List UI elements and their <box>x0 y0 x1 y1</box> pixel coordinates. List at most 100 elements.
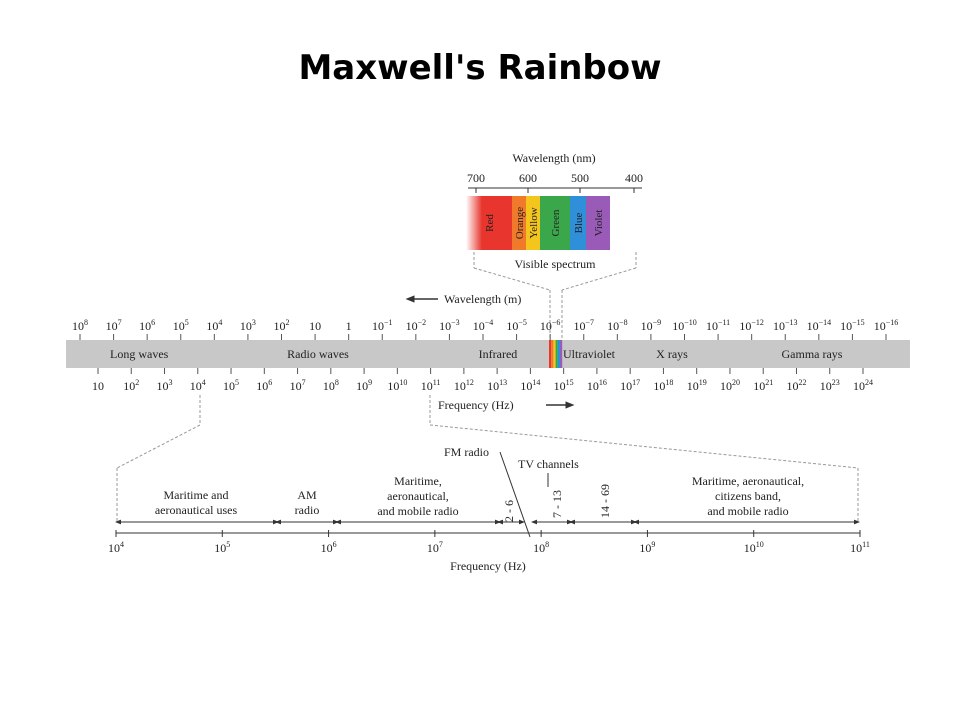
wavelength-tick-label: 10−3 <box>439 318 460 333</box>
wavelength-ticks: 108 107 106 105 104 103 102 10 1 10−1 10−2 10−3 10−4… <box>72 318 898 340</box>
visible-axis-label: Wavelength (nm) <box>512 151 595 165</box>
band-label: Yellow <box>528 207 540 238</box>
frequency-tick-label: 1022 <box>786 378 806 393</box>
fm-radio-label: FM radio <box>444 445 489 459</box>
sliver-band <box>551 340 554 368</box>
wavelength-tick-label: 108 <box>72 318 88 333</box>
band-label: Green <box>550 209 562 236</box>
maritime-aeronautical-text: Maritime and aeronautical uses <box>155 488 238 517</box>
wavelength-tick-label: 10−7 <box>573 318 594 333</box>
frequency-tick-label: 1014 <box>520 378 540 393</box>
frequency-tick-label: 1024 <box>853 378 873 393</box>
band-label: Red <box>484 214 496 232</box>
frequency-tick-label: 1010 <box>387 378 407 393</box>
svg-text:and mobile radio: and mobile radio <box>707 504 788 518</box>
wavelength-tick-label: 10−12 <box>739 318 764 333</box>
svg-text:and mobile radio: and mobile radio <box>377 504 458 518</box>
frequency-tick-label: 1020 <box>720 378 740 393</box>
tv-channels-label: TV channels <box>518 457 579 471</box>
frequency-label: Frequency (Hz) <box>438 398 514 412</box>
wavelength-tick-label: 10−10 <box>672 318 697 333</box>
frequency-tick-label: 104 <box>190 378 206 393</box>
radio-frequency-ticks: 104 105 106 107 108 109 1010 1011 <box>108 530 870 555</box>
frequency-tick-label: 105 <box>223 378 239 393</box>
wavelength-tick-label: 10−2 <box>406 318 427 333</box>
sliver-band <box>560 340 563 368</box>
sliver-band <box>553 340 556 368</box>
visible-ticks: 700 600 500 400 <box>467 171 643 193</box>
frequency-tick-label: 1021 <box>753 378 773 393</box>
spectrum-bar <box>66 340 910 368</box>
wavelength-tick-label: 10−14 <box>807 318 832 333</box>
visible-sliver <box>549 340 563 368</box>
sliver-band <box>549 340 552 368</box>
channels-7-13: 7 - 13 <box>550 490 564 518</box>
radio-tick-label: 1011 <box>850 540 870 555</box>
band-orange <box>512 196 526 250</box>
frequency-tick-label: 107 <box>290 378 306 393</box>
band-blue <box>570 196 586 250</box>
visible-spectrum-caption: Visible spectrum <box>515 257 597 271</box>
frequency-tick-label: 1016 <box>587 378 607 393</box>
wavelength-tick-label: 10−6 <box>540 318 561 333</box>
radio-tick-label: 104 <box>108 540 124 555</box>
band-label: Orange <box>514 207 526 239</box>
frequency-tick-label: 1017 <box>620 378 640 393</box>
frequency-tick-label: 103 <box>157 378 173 393</box>
wavelength-tick-label: 105 <box>173 318 189 333</box>
wavelength-tick-label: 10−13 <box>773 318 798 333</box>
radio-tick-label: 107 <box>427 540 443 555</box>
em-spectrum: Wavelength (m) 108 107 106 105 104 103 102 10 1 1… <box>66 292 910 412</box>
wavelength-tick-label: 10 <box>309 319 321 333</box>
wavelength-tick-label: 10−15 <box>840 318 865 333</box>
frequency-tick-label: 1019 <box>687 378 707 393</box>
wavelength-tick-label: 10−1 <box>372 318 393 333</box>
wavelength-tick-label: 1 <box>346 319 352 333</box>
wavelength-label: Wavelength (m) <box>444 292 521 306</box>
frequency-tick-label: 109 <box>356 378 372 393</box>
region-radio-waves: Radio waves <box>287 347 349 361</box>
band-yellow <box>526 196 540 250</box>
visible-tick-label: 700 <box>467 171 485 185</box>
band-violet <box>586 196 610 250</box>
svg-text:aeronautical,: aeronautical, <box>387 489 449 503</box>
wavelength-tick-label: 106 <box>139 318 155 333</box>
visible-tick-label: 600 <box>519 171 537 185</box>
radio-tick-label: 105 <box>214 540 230 555</box>
svg-text:aeronautical uses: aeronautical uses <box>155 503 238 517</box>
wavelength-tick-label: 10−11 <box>706 318 730 333</box>
frequency-ticks: 10 102 103 104 105 106 107 108 109 1010 1011 1012 10… <box>92 368 873 393</box>
wavelength-tick-label: 10−16 <box>874 318 899 333</box>
visible-bands: Red Orange Yellow Green Blue Violet <box>466 196 610 250</box>
wavelength-tick-label: 10−4 <box>473 318 494 333</box>
page-title: Maxwell's Rainbow <box>298 48 662 88</box>
frequency-tick-label: 1012 <box>454 378 474 393</box>
frequency-tick-label: 10 <box>92 379 104 393</box>
svg-text:radio: radio <box>295 503 320 517</box>
am-radio-text: AM radio <box>295 488 320 517</box>
frequency-tick-label: 1018 <box>653 378 673 393</box>
frequency-tick-label: 1015 <box>554 378 574 393</box>
region-infrared: Infrared <box>479 347 518 361</box>
frequency-tick-label: 108 <box>323 378 339 393</box>
wavelength-tick-label: 104 <box>206 318 222 333</box>
band-label: Blue <box>573 212 585 233</box>
radio-tick-label: 109 <box>639 540 655 555</box>
channels-2-6: 2 - 6 <box>502 500 516 522</box>
wavelength-tick-label: 10−8 <box>607 318 628 333</box>
band-green <box>540 196 570 250</box>
frequency-tick-label: 1023 <box>820 378 840 393</box>
region-gamma-rays: Gamma rays <box>782 347 843 361</box>
radio-tick-label: 106 <box>321 540 337 555</box>
radio-frequency-label: Frequency (Hz) <box>450 559 526 573</box>
wavelength-tick-label: 10−9 <box>641 318 662 333</box>
svg-text:Maritime,: Maritime, <box>394 474 442 488</box>
svg-text:Maritime and: Maritime and <box>164 488 229 502</box>
region-long-waves: Long waves <box>110 347 169 361</box>
sliver-band <box>555 340 558 368</box>
wavelength-tick-label: 103 <box>240 318 256 333</box>
band-label: Violet <box>593 210 605 237</box>
visible-spectrum-inset: Wavelength (nm) 700 600 500 400 Red Orange Ye… <box>466 151 644 338</box>
region-ultraviolet: Ultraviolet <box>563 347 616 361</box>
